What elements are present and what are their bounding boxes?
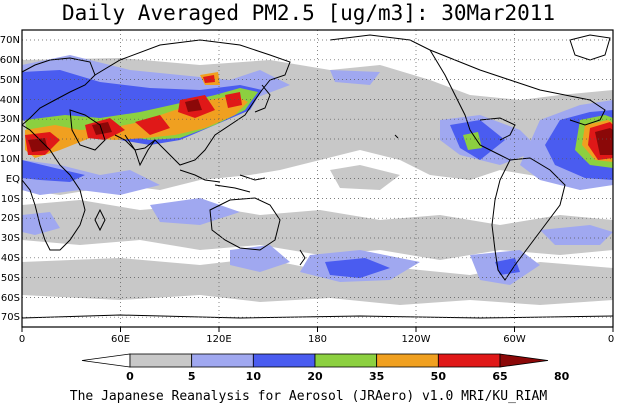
- lat-label: 30N: [0, 114, 20, 125]
- lat-label: 50N: [0, 75, 20, 86]
- lon-labels: 0 60E 120E 180 120W 60W 0: [19, 334, 614, 345]
- colorbar-segment: [129, 353, 193, 368]
- lon-label: 60W: [503, 334, 526, 345]
- colorbar: 0 5 10 20 35 50 65 80: [81, 353, 570, 383]
- colorbar-segment: [499, 353, 549, 368]
- lon-label: 180: [308, 334, 327, 345]
- colorbar-segment: [314, 353, 378, 368]
- colorbar-label: 80: [554, 370, 570, 383]
- colorbar-label: 65: [492, 370, 507, 383]
- lat-label: 30S: [1, 233, 20, 244]
- colorbar-segment: [191, 353, 254, 368]
- lat-label: 60S: [1, 293, 20, 304]
- lon-label: 120E: [206, 334, 231, 345]
- map-title: Daily Averaged PM2.5 [ug/m3]: 30Mar2011: [61, 1, 556, 25]
- footer-credit: The Japanese Reanalysis for Aerosol (JRA…: [69, 389, 548, 404]
- colorbar-label: 0: [126, 370, 134, 383]
- colorbar-segment: [252, 353, 316, 368]
- lat-label: 70N: [0, 35, 20, 46]
- colorbar-label: 10: [246, 370, 262, 383]
- colorbar-label: 35: [369, 370, 384, 383]
- lat-labels: 70N 60N 50N 40N 30N 20N 10N EQ 10S 20S 3…: [0, 35, 20, 323]
- lat-label: 60N: [0, 55, 20, 66]
- colorbar-label: 20: [307, 370, 323, 383]
- grid-lines: [22, 30, 613, 327]
- colorbar-segment: [81, 353, 131, 368]
- lat-label: 50S: [1, 273, 20, 284]
- lat-label: 40S: [1, 253, 20, 264]
- lat-label: 40N: [0, 95, 20, 106]
- colorbar-segment: [376, 353, 439, 368]
- lon-label: 120W: [402, 334, 431, 345]
- lat-label: 10S: [1, 194, 20, 205]
- lat-label: 20S: [1, 213, 20, 224]
- colorbar-segment: [437, 353, 501, 368]
- colorbar-label: 50: [431, 370, 447, 383]
- lat-label: 10N: [0, 154, 20, 165]
- lon-label: 60E: [111, 334, 130, 345]
- lat-label: 70S: [1, 312, 20, 323]
- tick-marks: [21, 327, 614, 332]
- colorbar-label: 5: [188, 370, 196, 383]
- lon-label: 0: [608, 334, 614, 345]
- lat-label: 20N: [0, 134, 20, 145]
- lon-label: 0: [19, 334, 25, 345]
- level-80-plus-patches: [28, 99, 613, 155]
- lat-label: EQ: [6, 174, 20, 185]
